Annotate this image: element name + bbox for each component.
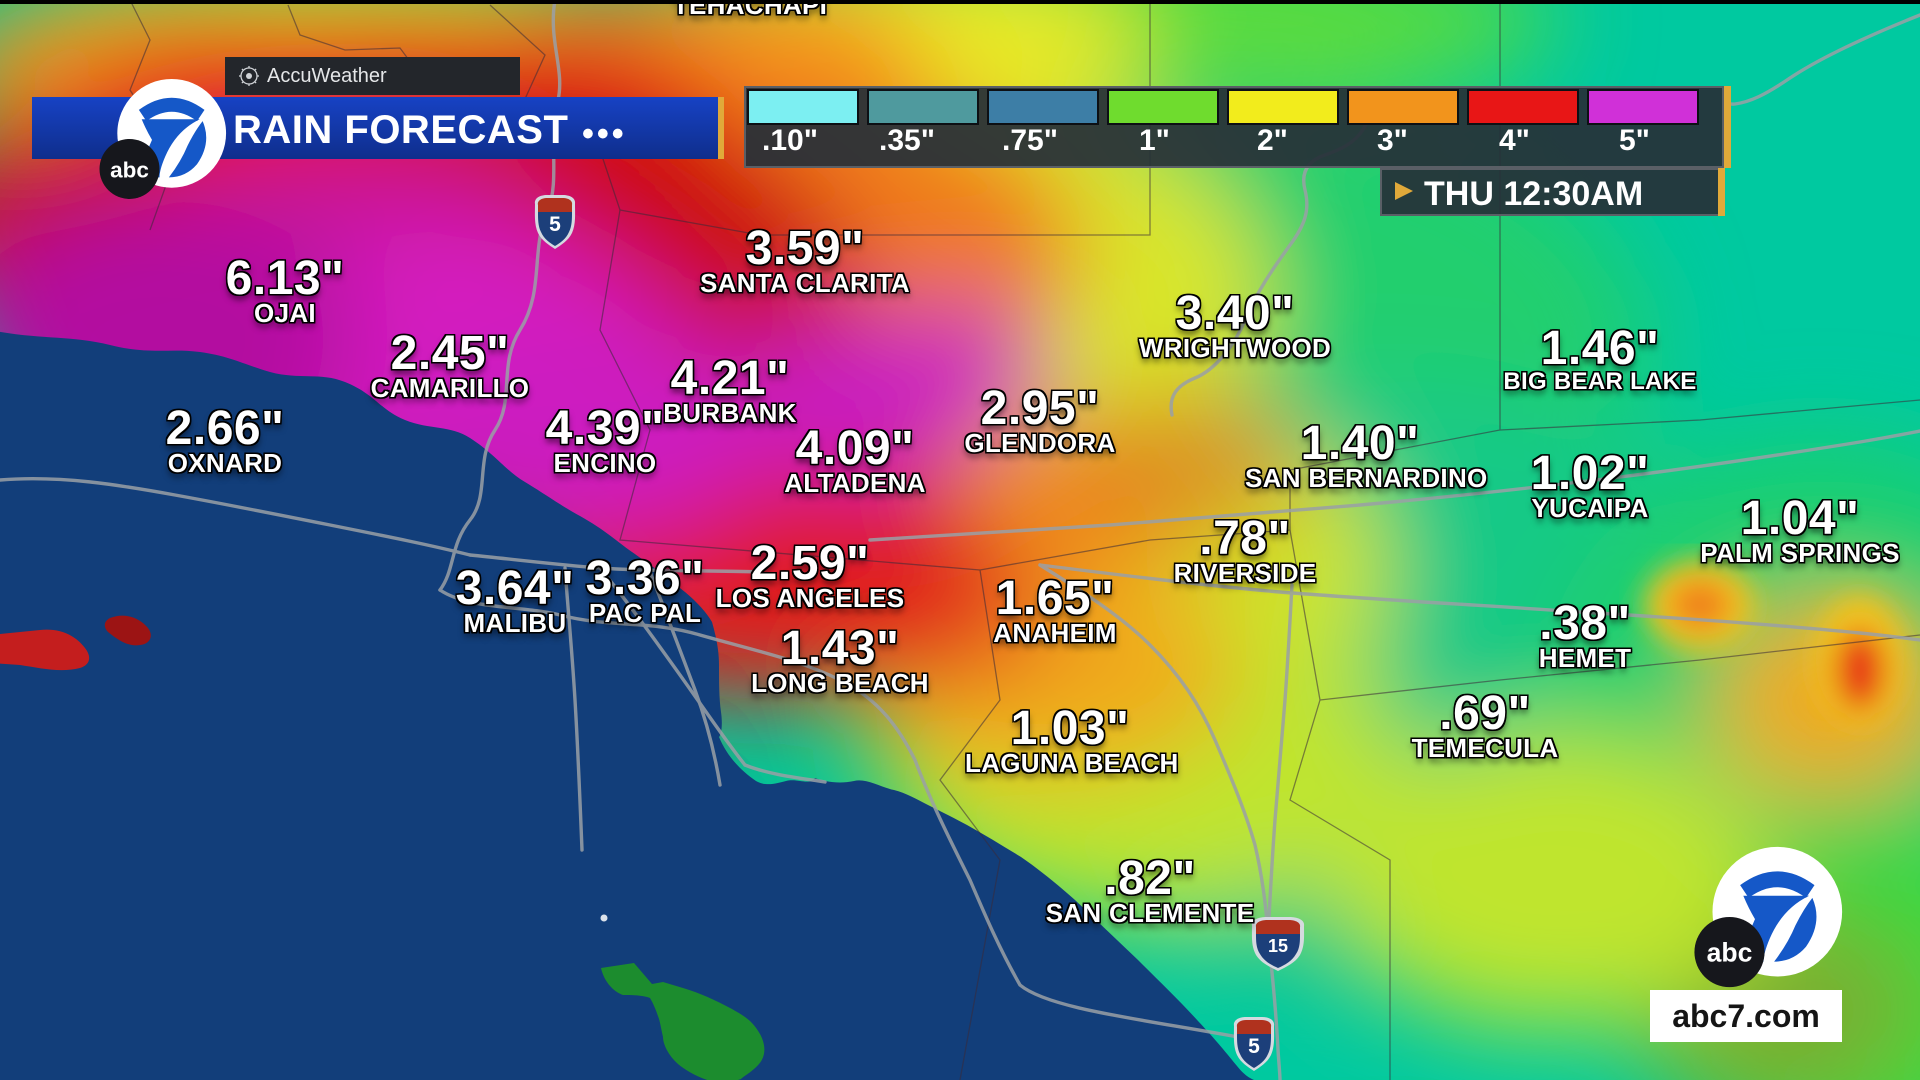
svg-text:abc: abc [1707, 938, 1753, 968]
svg-text:abc: abc [110, 157, 149, 182]
